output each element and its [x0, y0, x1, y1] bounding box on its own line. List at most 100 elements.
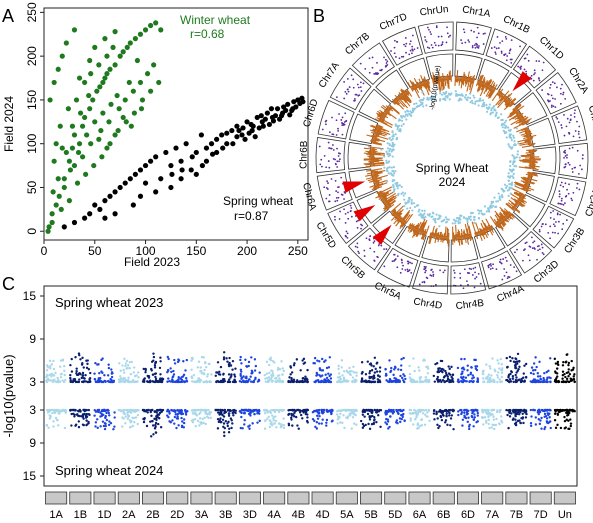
snp-point-2023	[84, 373, 87, 377]
snp-point-2023	[49, 379, 52, 382]
snp-point-2024	[104, 416, 107, 419]
circos-middle-bar	[523, 120, 531, 124]
snp-point-2023	[171, 379, 174, 382]
circos-inner-point	[454, 219, 457, 223]
snp-point-2023	[475, 368, 479, 372]
circos-outer-point	[505, 37, 508, 40]
circos-outer-point	[510, 39, 513, 42]
snp-point-2023	[69, 376, 72, 380]
circos-outer-point	[463, 268, 466, 271]
circos-inner-point	[410, 201, 413, 204]
snp-point-2023	[85, 366, 89, 370]
circos-middle-bar	[386, 110, 390, 114]
snp-point-2024	[136, 413, 140, 417]
snp-point-2024	[315, 414, 319, 418]
circos-middle-bar	[435, 79, 438, 85]
snp-point-2024	[101, 420, 105, 423]
circos-middle-bar	[373, 141, 382, 145]
snp-point-2024	[336, 409, 339, 413]
circos-middle-bar	[469, 80, 475, 95]
snp-peak-2024	[518, 419, 521, 422]
snp-point-2023	[74, 356, 77, 359]
circos-middle-bar	[415, 230, 420, 238]
snp-point-2024	[267, 415, 270, 419]
circos-middle-bar	[485, 218, 492, 229]
snp-point-2024	[524, 416, 528, 419]
circos-outer-point	[411, 48, 414, 51]
circos-middle-bar	[394, 216, 399, 221]
snp-point-2023	[397, 368, 400, 371]
circos-outer-point	[368, 71, 371, 74]
circos-middle-bar	[503, 208, 510, 214]
snp-point-2024	[245, 408, 248, 412]
circos-middle-bar	[481, 231, 486, 240]
circos-outer-point	[337, 196, 340, 199]
circos-outer-point	[513, 266, 516, 269]
circos-outer-point	[578, 188, 581, 191]
circos-outer-point	[569, 118, 572, 121]
spring-wheat-point	[224, 130, 230, 136]
circos-middle-bar	[412, 87, 415, 91]
circos-inner-point	[477, 104, 480, 107]
snp-point-2023	[168, 380, 171, 383]
circos-middle-bar	[528, 132, 533, 136]
circos-middle-bar	[416, 221, 422, 231]
circos-middle-bar	[371, 134, 376, 137]
circos-outer-point	[550, 106, 553, 108]
snp-point-2023	[295, 358, 299, 361]
snp-point-2023	[56, 380, 60, 384]
circos-outer-point	[536, 245, 539, 248]
circos-middle-bar	[519, 112, 524, 116]
circos-outer-point	[364, 67, 367, 70]
snp-point-2024	[471, 411, 474, 415]
circos-inner-point	[457, 222, 460, 225]
circos-middle-bar	[382, 190, 396, 199]
spring-wheat-point	[246, 130, 252, 136]
snp-point-2024	[436, 417, 439, 420]
circos-middle-bar	[377, 128, 382, 131]
snp-point-2023	[424, 376, 427, 379]
snp-point-2023	[173, 362, 177, 365]
snp-point-2024	[136, 422, 139, 426]
snp-point-2024	[421, 412, 425, 415]
circos-inner-point	[406, 207, 409, 210]
snp-point-2024	[559, 426, 563, 430]
circos-outer-point	[532, 241, 534, 244]
circos-outer-point	[328, 194, 331, 196]
circos-middle-bar	[380, 198, 384, 202]
circos-middle-bar	[393, 102, 396, 105]
snp-point-2024	[316, 417, 320, 420]
circos-inner-point	[385, 179, 389, 183]
snp-point-2024	[74, 424, 77, 427]
circos-inner-point	[438, 214, 441, 217]
snp-point-2024	[248, 427, 251, 430]
circos-middle-bar	[375, 134, 389, 140]
snp-point-2024	[180, 425, 184, 429]
circos-middle-bar	[439, 231, 442, 238]
circos-middle-bar	[402, 213, 409, 222]
circos-middle-bar	[438, 71, 441, 80]
circos-outer-point	[542, 253, 545, 256]
y-tick-label: 50	[25, 180, 39, 194]
snp-point-2024	[251, 422, 254, 425]
circos-middle-bar	[521, 196, 526, 200]
snp-point-2024	[384, 421, 387, 424]
circos-outer-point	[411, 262, 413, 265]
circos-inner-point	[473, 215, 476, 219]
snp-point-2023	[124, 379, 128, 382]
snp-point-2023	[159, 373, 162, 376]
circos-outer-point	[566, 156, 568, 159]
circos-middle-bar	[373, 174, 380, 177]
snp-point-2024	[452, 427, 455, 431]
circos-middle-bar	[411, 81, 416, 88]
snp-point-2024	[173, 422, 176, 425]
circos-inner-point	[511, 163, 515, 166]
circos-outer-point	[330, 178, 333, 180]
circos-outer-sector	[481, 250, 523, 290]
snp-point-2024	[485, 421, 488, 424]
snp-point-2024	[270, 424, 274, 427]
chromosome-tick-label: 7B	[510, 509, 523, 521]
circos-middle-bar	[462, 231, 465, 238]
circos-outer-point	[577, 130, 580, 133]
winter-wheat-point	[107, 141, 113, 147]
